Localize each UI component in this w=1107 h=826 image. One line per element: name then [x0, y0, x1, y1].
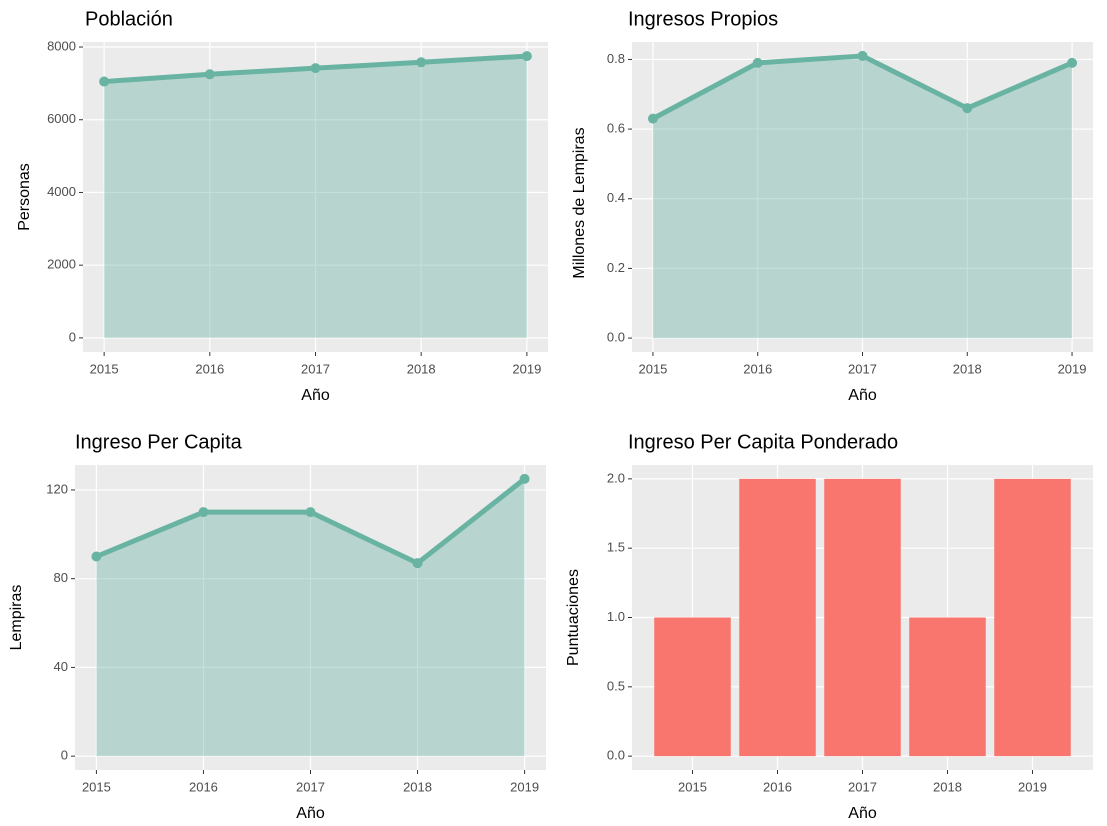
y-axis-title: Puntuaciones	[565, 569, 582, 666]
point	[521, 51, 532, 62]
bar	[994, 478, 1071, 757]
y-axis-title: Lempiras	[8, 585, 25, 651]
x-tick-label: 2015	[678, 779, 707, 794]
y-tick-label: 0	[69, 329, 76, 344]
point	[310, 63, 321, 74]
x-tick-label: 2016	[189, 779, 218, 794]
x-tick-label: 2018	[953, 361, 982, 376]
x-tick-label: 2019	[512, 361, 541, 376]
x-tick-label: 2015	[82, 779, 111, 794]
x-tick-label: 2016	[743, 361, 772, 376]
y-tick-label: 0.4	[607, 190, 625, 205]
x-tick-label: 2017	[301, 361, 330, 376]
x-tick-label: 2015	[90, 361, 119, 376]
y-tick-label: 2.0	[607, 470, 625, 485]
y-tick-label: 80	[54, 570, 68, 585]
y-tick-label: 8000	[47, 38, 76, 53]
point	[1067, 57, 1078, 68]
x-tick-label: 2016	[195, 361, 224, 376]
area	[104, 56, 527, 338]
x-tick-label: 2018	[933, 779, 962, 794]
bar	[654, 617, 731, 757]
chart-title: Ingreso Per Capita	[75, 431, 243, 453]
y-axis-title: Personas	[16, 163, 33, 231]
y-tick-label: 0	[61, 748, 68, 763]
x-tick-label: 2017	[848, 361, 877, 376]
point	[962, 103, 973, 114]
x-axis-title: Año	[848, 805, 877, 822]
point	[91, 551, 102, 562]
chart-title: Población	[85, 8, 173, 30]
x-tick-label: 2019	[1058, 361, 1087, 376]
point	[416, 57, 427, 68]
chart-title: Ingreso Per Capita Ponderado	[628, 431, 898, 453]
point	[857, 50, 868, 61]
y-tick-label: 1.5	[607, 540, 625, 555]
x-axis-title: Año	[301, 387, 330, 404]
x-axis-title: Año	[848, 387, 877, 404]
y-tick-label: 2000	[47, 257, 76, 272]
point	[305, 507, 316, 518]
x-axis-title: Año	[296, 805, 325, 822]
point	[647, 113, 658, 124]
y-tick-label: 4000	[47, 184, 76, 199]
point	[204, 69, 215, 80]
bar	[824, 478, 901, 757]
y-axis-title: Millones de Lempiras	[571, 127, 588, 278]
x-tick-label: 2015	[638, 361, 667, 376]
y-tick-label: 40	[54, 659, 68, 674]
point	[519, 473, 530, 484]
y-tick-label: 0.8	[607, 51, 625, 66]
x-tick-label: 2017	[296, 779, 325, 794]
point	[752, 57, 763, 68]
y-tick-label: 0.2	[607, 260, 625, 275]
y-tick-label: 1.0	[607, 609, 625, 624]
x-tick-label: 2016	[763, 779, 792, 794]
point	[412, 558, 423, 569]
y-tick-label: 0.5	[607, 678, 625, 693]
bar	[739, 478, 816, 757]
area	[96, 478, 525, 757]
area	[652, 55, 1073, 339]
x-tick-label: 2019	[510, 779, 539, 794]
x-tick-label: 2017	[848, 779, 877, 794]
y-tick-label: 0.0	[607, 330, 625, 345]
y-tick-label: 6000	[47, 111, 76, 126]
point	[198, 507, 209, 518]
point	[99, 76, 110, 87]
chart-title: Ingresos Propios	[628, 8, 778, 30]
y-tick-label: 0.0	[607, 748, 625, 763]
y-tick-label: 120	[46, 481, 68, 496]
x-tick-label: 2018	[403, 779, 432, 794]
x-tick-label: 2018	[407, 361, 436, 376]
y-tick-label: 0.6	[607, 121, 625, 136]
bar	[909, 617, 986, 757]
x-tick-label: 2019	[1018, 779, 1047, 794]
